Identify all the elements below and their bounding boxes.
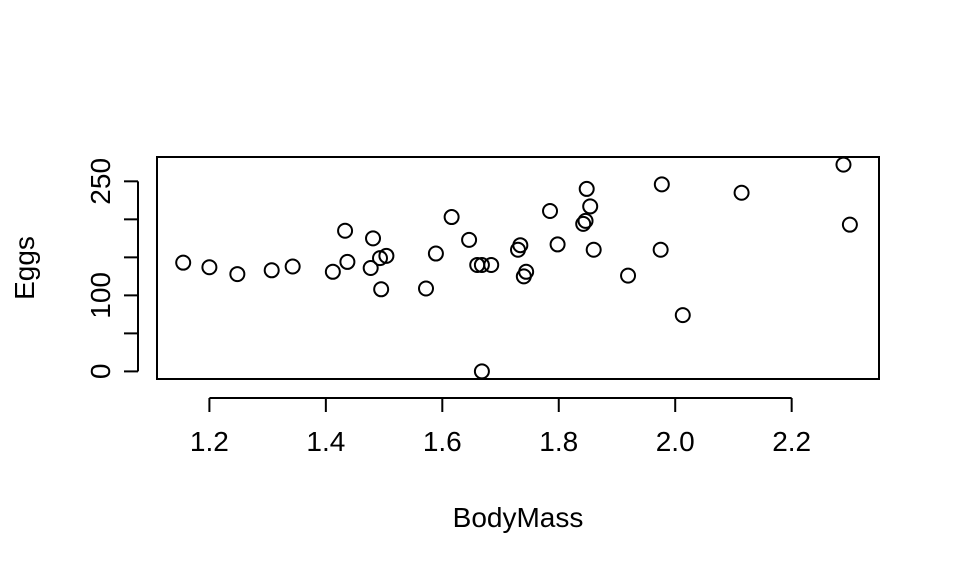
data-point [324, 263, 341, 280]
data-point [841, 216, 858, 233]
data-point [461, 231, 478, 248]
data-point [337, 222, 354, 239]
data-point [427, 245, 444, 262]
data-point [339, 253, 356, 270]
data-point [229, 266, 246, 283]
data-point [418, 280, 435, 297]
data-point [577, 212, 594, 229]
x-tick-label: 1.8 [539, 426, 578, 457]
data-point [549, 236, 566, 253]
data-point [483, 256, 500, 273]
x-axis-label: BodyMass [453, 502, 584, 533]
data-point [284, 258, 301, 275]
data-point [473, 256, 490, 273]
data-point [201, 259, 218, 276]
data-point [674, 307, 691, 324]
data-point [652, 241, 669, 258]
data-point [175, 254, 192, 271]
x-tick-label: 2.0 [656, 426, 695, 457]
data-point [512, 237, 529, 254]
y-tick-label: 0 [85, 364, 116, 380]
x-axis: 1.2 1.4 1.6 1.8 2.0 2.2 [190, 397, 811, 457]
x-tick-label: 2.2 [772, 426, 811, 457]
data-point [263, 262, 280, 279]
x-tick-label: 1.4 [306, 426, 345, 457]
data-point [443, 209, 460, 226]
data-point [585, 241, 602, 258]
y-tick-label: 250 [85, 158, 116, 205]
data-point [378, 247, 395, 264]
data-points [175, 156, 858, 380]
data-point [620, 267, 637, 284]
data-point [578, 180, 595, 197]
data-point [362, 260, 379, 276]
x-tick-label: 1.6 [423, 426, 462, 457]
y-axis-label: Eggs [9, 236, 40, 300]
y-tick-label: 100 [85, 272, 116, 319]
data-point [365, 230, 382, 247]
y-axis: 0 100 250 [85, 158, 139, 380]
data-point [733, 184, 750, 201]
data-point [582, 198, 599, 215]
x-tick-label: 1.2 [190, 426, 229, 457]
data-point [473, 363, 490, 380]
data-point [835, 156, 852, 173]
plot-frame [156, 156, 880, 380]
data-point [575, 215, 592, 232]
data-point [518, 263, 535, 280]
data-point [542, 202, 559, 219]
data-point [653, 176, 670, 193]
data-point [373, 281, 390, 298]
